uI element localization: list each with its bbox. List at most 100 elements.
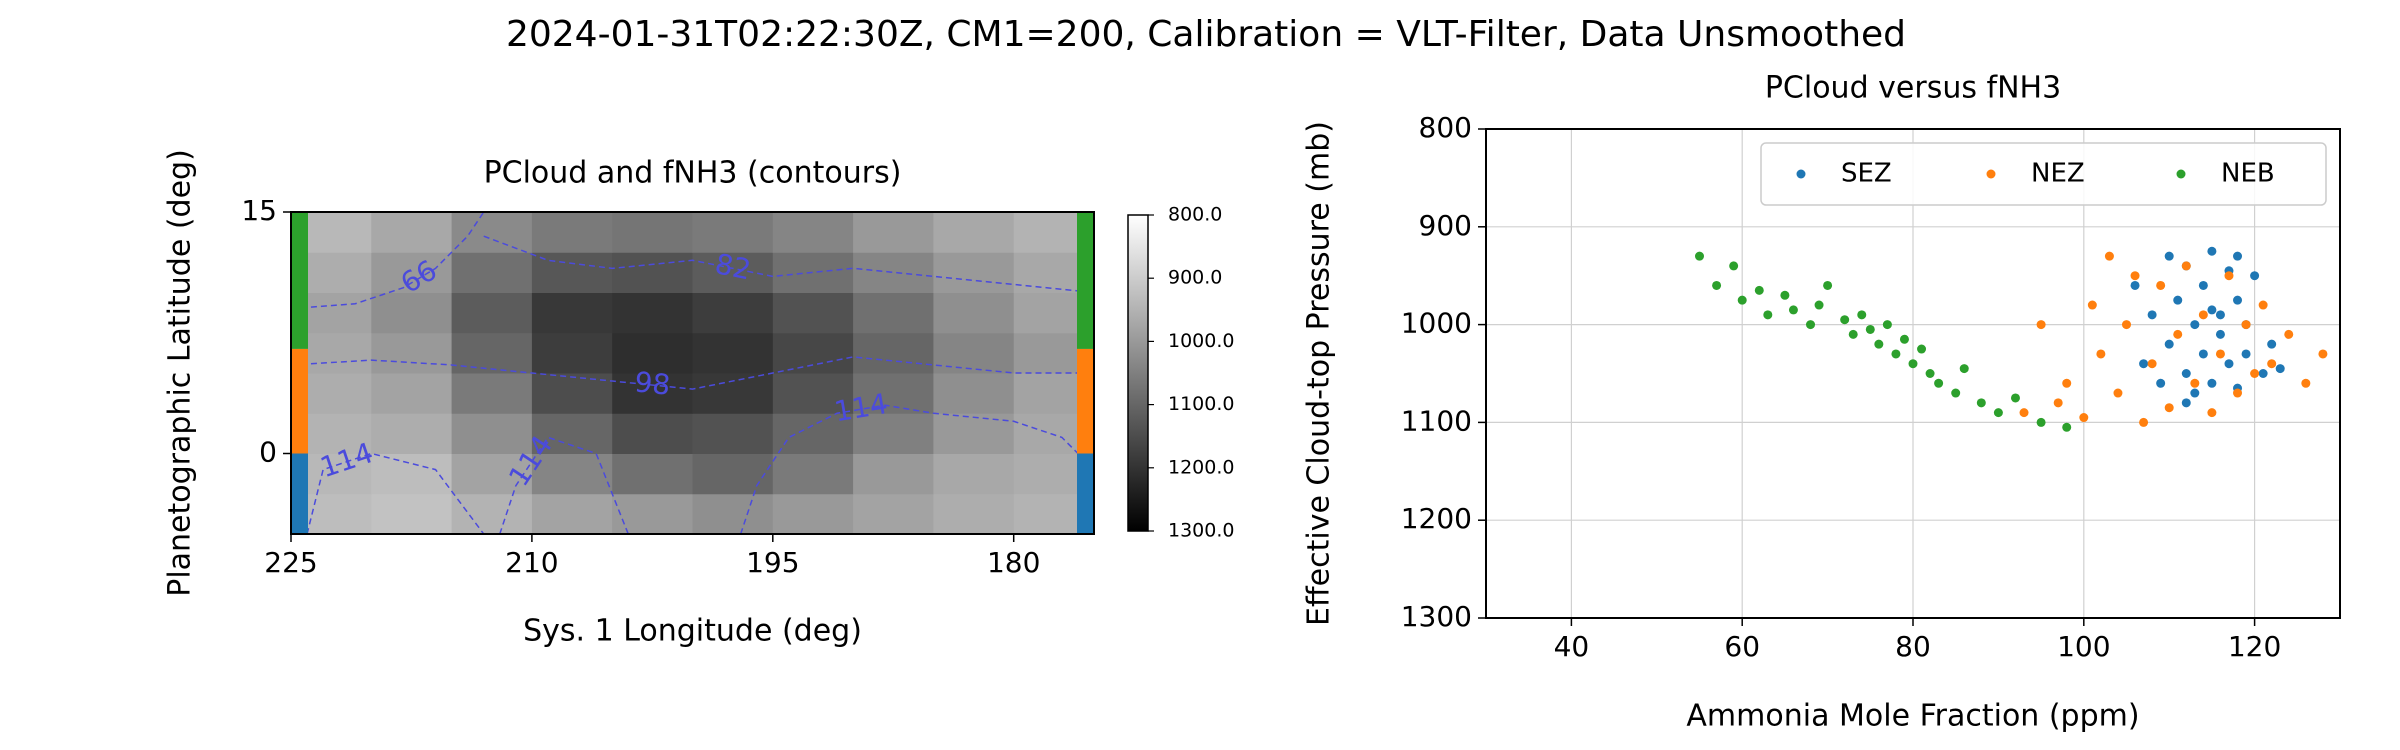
y-tick-label: 0: [259, 436, 277, 469]
scatter-point: [2053, 398, 2063, 408]
heat-cell: [692, 373, 774, 414]
axes-frame: [290, 211, 1095, 535]
heat-cell: [772, 212, 854, 253]
scatter-point: [2301, 378, 2311, 388]
axes-frame: [1485, 128, 2341, 619]
legend-box: [1760, 142, 2327, 206]
scatter-point: [2079, 413, 2089, 423]
scatter-point: [2241, 349, 2251, 359]
zone-band: [1077, 348, 1094, 454]
heat-cell: [772, 493, 854, 534]
scatter-point: [2122, 320, 2131, 330]
zone-band: [291, 348, 308, 454]
scatter-point: [1908, 359, 1918, 369]
heat-cell: [531, 212, 613, 253]
scatter-point: [2190, 320, 2200, 330]
scatter-point: [2198, 310, 2208, 320]
x-axis-label: Ammonia Mole Fraction (ppm): [1686, 699, 2139, 734]
scatter-point: [2275, 364, 2285, 374]
heat-cell: [853, 493, 934, 534]
heat-cell: [371, 373, 453, 414]
x-axis-label: Sys. 1 Longitude (deg): [523, 614, 862, 649]
colorbar-tick-label: 900.0: [1168, 267, 1222, 289]
scatter-point: [2181, 261, 2191, 271]
y-tick-label: 1300: [1401, 600, 1472, 633]
x-tick-label: 40: [1554, 630, 1590, 663]
heat-cell: [612, 373, 693, 414]
zone-band: [291, 453, 308, 534]
heat-cell: [612, 332, 693, 374]
scatter-point: [1891, 349, 1901, 359]
heat-cell: [451, 212, 533, 253]
scatter-point: [1976, 398, 1986, 408]
heat-cell: [531, 292, 613, 334]
heat-cell: [371, 212, 453, 253]
heat-cell: [692, 252, 774, 293]
heat-cell: [451, 292, 533, 334]
scatter-point: [2267, 359, 2277, 369]
scatter-point: [2130, 280, 2140, 290]
colorbar-tick-label: 1000.0: [1168, 330, 1234, 352]
heat-cell: [933, 493, 1015, 534]
heat-cell: [612, 252, 693, 293]
heat-cell: [612, 212, 693, 253]
y-tick-label: 800: [1419, 111, 1472, 144]
heat-cell: [853, 453, 934, 495]
scatter-point: [2164, 339, 2174, 349]
y-tick-label: 1100: [1401, 404, 1472, 437]
x-tick-label: 180: [987, 546, 1040, 579]
scatter-point: [2164, 403, 2174, 413]
colorbar-tick-label: 1100.0: [1168, 393, 1234, 415]
y-tick-label: 1200: [1401, 502, 1472, 535]
heat-cell: [371, 292, 453, 334]
legend-marker: [1986, 169, 1996, 179]
scatter-point: [2207, 378, 2217, 388]
scatter-point: [1857, 310, 1867, 320]
scatter-point: [2104, 251, 2114, 261]
scatter-point: [2019, 408, 2029, 418]
scatter-point: [1788, 305, 1798, 315]
scatter-point: [1865, 324, 1875, 334]
heat-cell: [853, 292, 934, 334]
scatter-point: [1712, 280, 1722, 290]
heat-cell: [531, 453, 613, 495]
heat-cell: [451, 252, 533, 293]
heat-cell: [933, 332, 1015, 374]
scatter-point: [2147, 310, 2157, 320]
heat-cell: [612, 292, 693, 334]
heat-cell: [612, 453, 693, 495]
contour-line: [291, 212, 485, 310]
scatter-point: [2241, 320, 2251, 330]
heat-cell: [692, 212, 774, 253]
y-tick-label: 900: [1419, 209, 1472, 242]
scatter-point: [2190, 388, 2200, 398]
scatter-point: [1848, 329, 1858, 339]
axes-title: PCloud versus fNH3: [1765, 71, 2061, 106]
scatter-point: [2139, 417, 2149, 427]
heat-cell: [772, 453, 854, 495]
heat-cell: [451, 332, 533, 374]
scatter-point: [1780, 290, 1790, 300]
scatter-point: [2156, 378, 2166, 388]
legend-marker: [1796, 169, 1806, 179]
heat-cell: [933, 292, 1015, 334]
scatter-point: [2233, 295, 2243, 305]
x-tick-label: 120: [2228, 630, 2281, 663]
heat-cell: [371, 413, 453, 454]
colorbar-tick-label: 1300.0: [1168, 520, 1234, 542]
scatter-point: [2181, 398, 2191, 408]
scatter-point: [2139, 359, 2149, 369]
scatter-point: [1737, 295, 1747, 305]
contour-line: [499, 436, 629, 534]
scatter-point: [1993, 408, 2003, 418]
heat-cell: [853, 413, 934, 454]
y-axis-label: Planetographic Latitude (deg): [163, 149, 198, 597]
x-tick-label: 210: [505, 546, 558, 579]
scatter-point: [2207, 246, 2217, 256]
scatter-point: [2233, 388, 2243, 398]
y-tick-label: 15: [241, 194, 277, 227]
scatter-point: [2036, 320, 2046, 330]
figure-title: 2024-01-31T02:22:30Z, CM1=200, Calibrati…: [506, 14, 1906, 55]
